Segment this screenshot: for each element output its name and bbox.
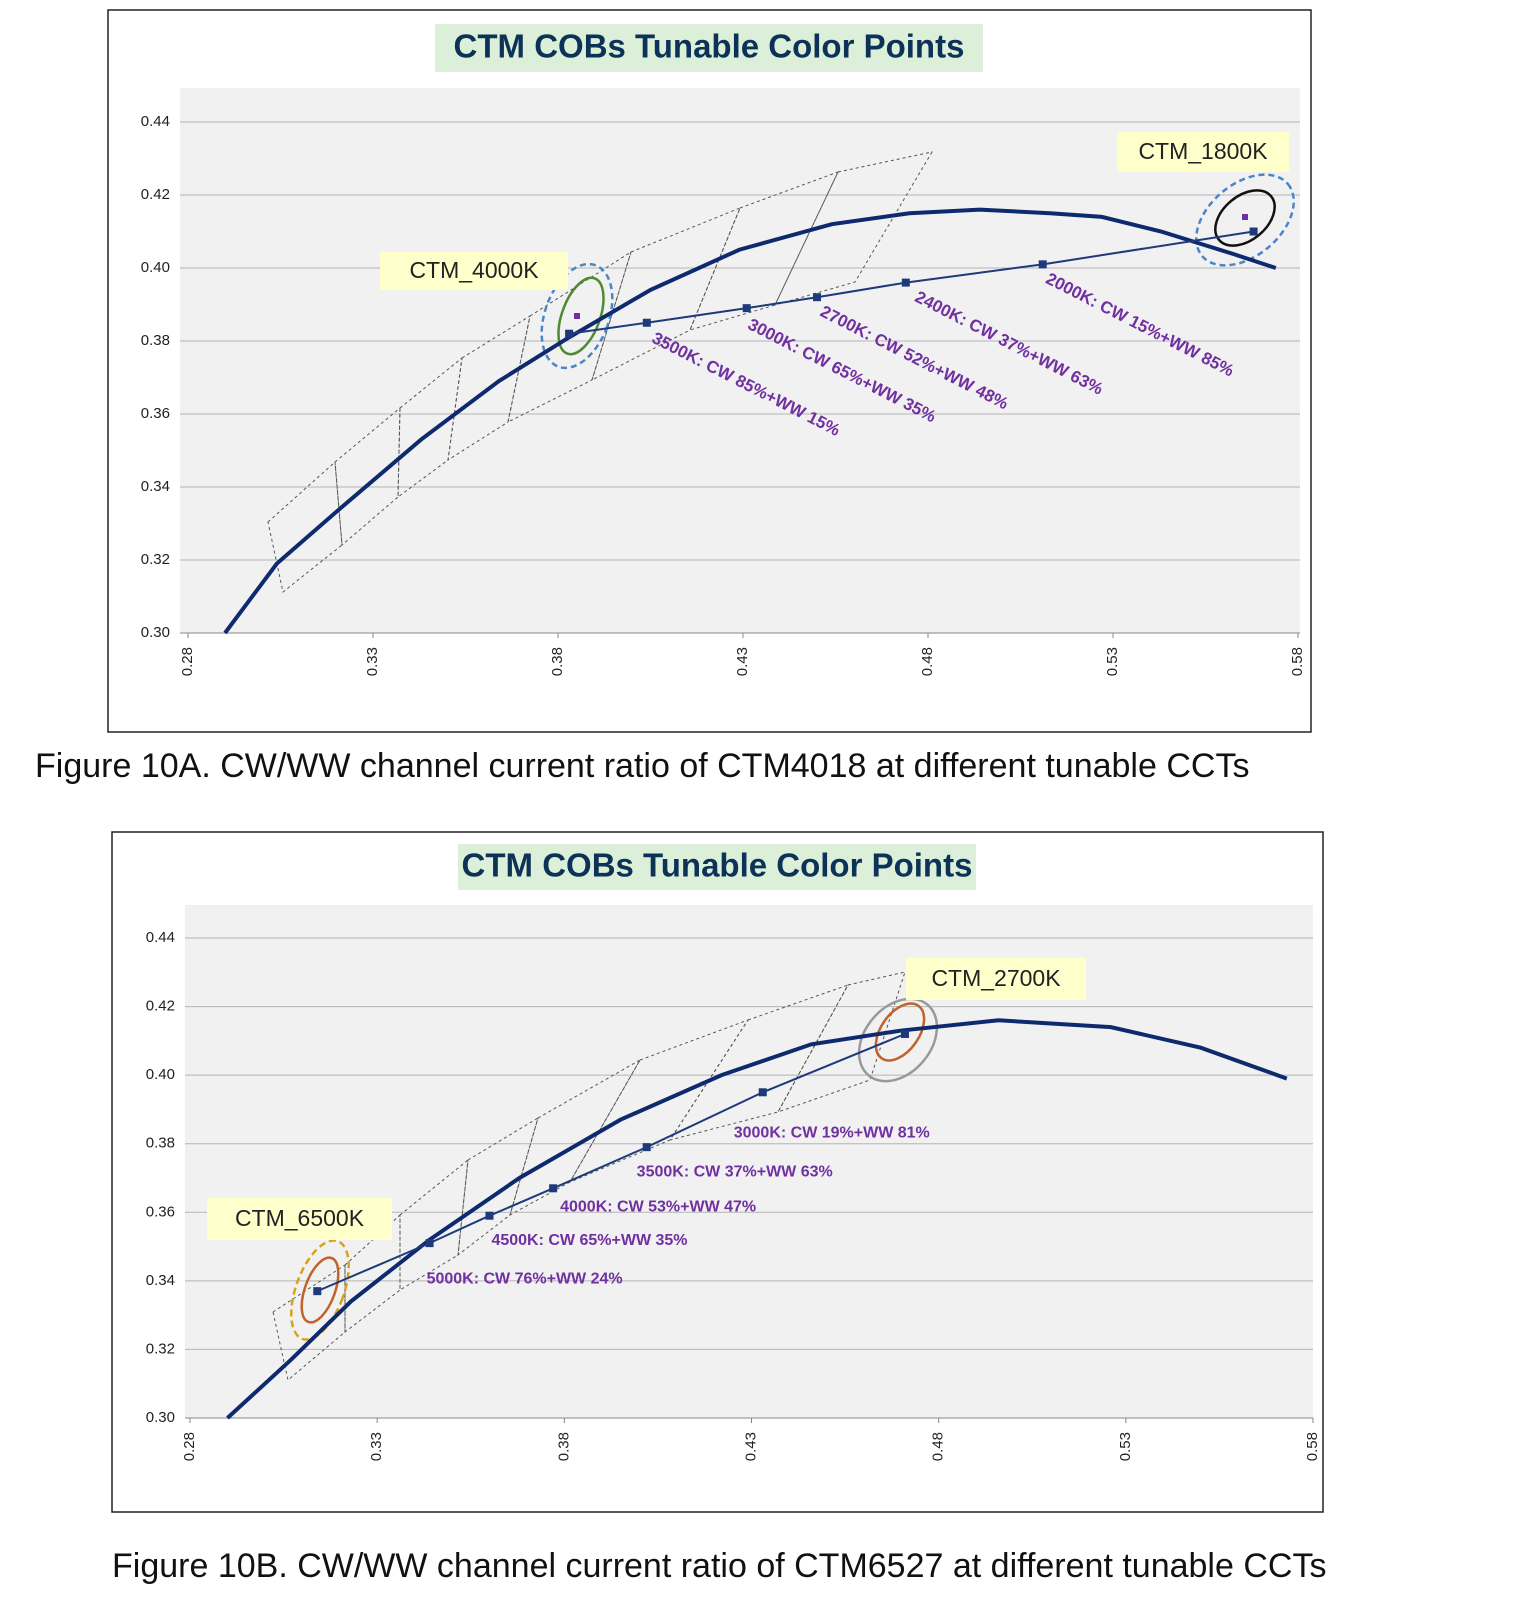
ansi-quadrangle — [267, 460, 343, 593]
figure-caption: Figure 10B. CW/WW channel current ratio … — [112, 1547, 1326, 1585]
figure-caption: Figure 10A. CW/WW channel current ratio … — [35, 747, 1249, 785]
ansi-quadrangle — [447, 314, 531, 461]
y-tick-label: 0.40 — [141, 259, 170, 276]
locus-line — [226, 1018, 1288, 1420]
data-point — [642, 318, 651, 327]
y-tick-label: 0.38 — [146, 1135, 175, 1152]
y-tick-label: 0.36 — [146, 1203, 175, 1220]
y-tick-label: 0.38 — [141, 332, 170, 349]
x-tick-label: 0.33 — [368, 1432, 385, 1461]
point-label: 3500K: CW 37%+WW 63% — [637, 1163, 833, 1180]
title-box — [458, 844, 976, 890]
data-point — [900, 1030, 909, 1038]
x-tick-label: 0.48 — [919, 647, 936, 676]
x-tick-label: 0.58 — [1289, 647, 1306, 676]
x-tick-label: 0.43 — [742, 1432, 759, 1461]
ansi-quadrangle — [509, 1058, 642, 1217]
y-tick-label: 0.44 — [146, 929, 175, 946]
x-tick-label: 0.53 — [1104, 647, 1121, 676]
y-tick-label: 0.42 — [141, 186, 170, 203]
annotation: CTM_2700K — [931, 965, 1061, 991]
data-point — [742, 304, 751, 313]
bin-ellipse — [1195, 173, 1295, 267]
bin-ellipse — [857, 997, 939, 1083]
y-tick-label: 0.36 — [141, 405, 170, 422]
bin-ellipse — [290, 1239, 350, 1341]
y-tick-label: 0.32 — [146, 1340, 175, 1357]
ansi-quadrangle — [334, 406, 401, 547]
y-tick-label: 0.32 — [141, 551, 170, 568]
x-tick-label: 0.38 — [555, 1432, 572, 1461]
y-tick-label: 0.42 — [146, 998, 175, 1015]
ansi-quadrangle — [689, 171, 839, 331]
ansi-quadrangle — [507, 250, 632, 423]
data-point — [758, 1088, 767, 1097]
plot-area — [180, 88, 1300, 633]
x-tick-label: 0.38 — [549, 647, 566, 676]
x-tick-label: 0.53 — [1117, 1432, 1134, 1461]
y-tick-label: 0.34 — [141, 478, 170, 495]
annotation-box — [380, 252, 568, 290]
ansi-quadrangle — [591, 207, 741, 381]
x-tick-label: 0.28 — [179, 647, 196, 676]
y-tick-label: 0.40 — [146, 1066, 175, 1083]
data-point — [565, 329, 574, 338]
ansi-quadrangle — [776, 971, 906, 1113]
bin-ellipse — [300, 1256, 340, 1324]
data-point — [485, 1211, 494, 1220]
plot-area — [185, 905, 1313, 1418]
data-point — [813, 293, 821, 302]
chart: CTM COBs Tunable Color Points 0.30 0.32 0.3… — [111, 831, 1326, 1585]
data-point — [549, 1184, 558, 1193]
data-point — [425, 1239, 434, 1248]
chart-title: CTM COBs Tunable Color Points — [462, 847, 973, 884]
target-dot — [574, 313, 580, 319]
point-label: 5000K: CW 76%+WW 24% — [427, 1270, 623, 1287]
annotation: CTM_6500K — [235, 1205, 365, 1231]
annotation-box — [207, 1198, 392, 1240]
data-point — [642, 1143, 651, 1152]
bin-ellipse — [1214, 189, 1276, 247]
point-label: 4000K: CW 53%+WW 47% — [560, 1199, 756, 1216]
x-tick-label: 0.28 — [181, 1432, 198, 1461]
x-tick-label: 0.48 — [930, 1432, 947, 1461]
x-tick-label: 0.33 — [364, 647, 381, 676]
bin-ellipse — [874, 1002, 926, 1062]
data-point — [313, 1287, 322, 1296]
ansi-quadrangle — [774, 151, 934, 306]
bin-ellipse — [557, 276, 605, 356]
target-dot — [1242, 214, 1248, 220]
title-box — [435, 24, 983, 72]
data-point — [1249, 227, 1258, 236]
annotation-box — [906, 958, 1086, 1000]
locus-line — [223, 207, 1277, 635]
y-tick-label: 0.44 — [141, 113, 170, 130]
data-point — [1038, 260, 1047, 269]
y-tick-label: 0.30 — [141, 624, 170, 641]
x-tick-label: 0.58 — [1304, 1432, 1321, 1461]
annotation: CTM_1800K — [1138, 138, 1268, 164]
annotation: CTM_4000K — [409, 257, 539, 283]
annotation-box — [1117, 132, 1289, 172]
y-tick-label: 0.30 — [146, 1409, 175, 1426]
data-point — [901, 278, 910, 287]
point-label: 3000K: CW 19%+WW 81% — [734, 1125, 930, 1142]
chart: CTM COBs Tunable Color Points 0.30 0.32 0.3… — [35, 9, 1312, 785]
y-tick-label: 0.34 — [146, 1272, 175, 1289]
bin-ellipse — [540, 262, 614, 370]
chart-title: CTM COBs Tunable Color Points — [454, 28, 965, 65]
x-tick-label: 0.43 — [734, 647, 751, 676]
point-label: 4500K: CW 65%+WW 35% — [491, 1232, 687, 1249]
ansi-quadrangle — [668, 984, 850, 1141]
